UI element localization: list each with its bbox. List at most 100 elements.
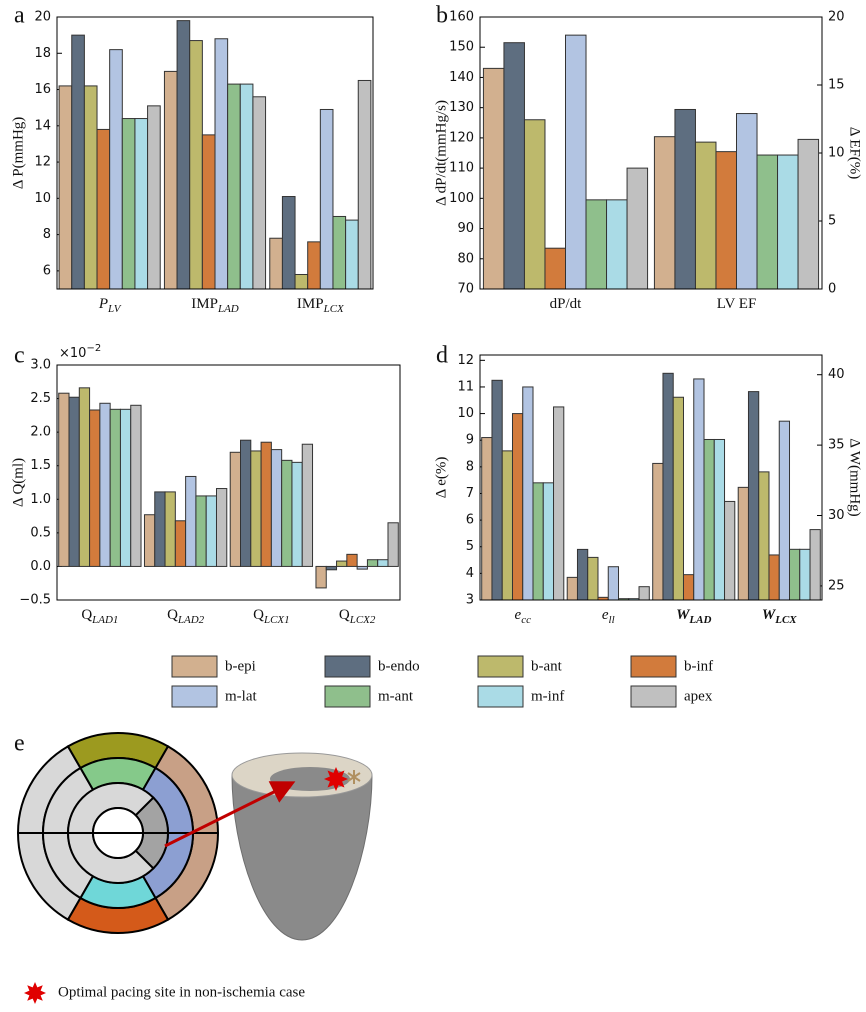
x-tick-label: QLAD1 — [81, 607, 118, 625]
x-tick-label: QLCX1 — [253, 607, 290, 625]
bar — [119, 408, 132, 567]
x-tick-label: PLV — [98, 296, 122, 314]
y-tick-label: 12 — [457, 353, 474, 368]
bar — [566, 576, 578, 601]
bar — [336, 560, 348, 567]
bar — [281, 196, 296, 290]
arrow — [164, 781, 296, 848]
x-tick-label: IMPLCX — [297, 296, 345, 314]
bar — [576, 548, 589, 601]
y-tick-label: 130 — [449, 100, 474, 115]
bar — [250, 450, 262, 567]
bar — [68, 396, 80, 567]
bar — [58, 392, 70, 567]
bar — [294, 273, 309, 290]
bar — [747, 391, 760, 601]
bar — [565, 34, 587, 290]
bar — [523, 119, 546, 290]
y-tick-label: 20 — [34, 10, 51, 25]
bar — [799, 548, 811, 601]
bar — [693, 378, 705, 601]
bar — [809, 529, 821, 601]
legend-label: b-endo — [378, 658, 420, 674]
bar — [83, 85, 98, 290]
category-name: W — [762, 607, 777, 623]
bar — [291, 461, 303, 567]
bar — [96, 128, 111, 290]
bar — [638, 586, 650, 601]
y-tick-label: 2.0 — [30, 425, 51, 440]
legend-swatch — [630, 685, 677, 708]
bar — [481, 437, 493, 601]
bar — [544, 247, 566, 290]
category-name: LV EF — [717, 296, 757, 312]
bar — [366, 559, 379, 567]
bar — [260, 441, 272, 567]
category-subscript: LV — [107, 303, 122, 315]
bar — [307, 241, 321, 290]
y-tick-label: 30 — [828, 508, 845, 523]
bar — [319, 108, 334, 290]
bar — [736, 113, 758, 290]
bar — [756, 154, 779, 290]
legend-label: b-inf — [684, 658, 713, 674]
category-name: IMP — [297, 296, 324, 312]
bar — [229, 451, 242, 567]
bar — [377, 559, 389, 567]
y-tick-label: 5 — [466, 539, 474, 554]
x-tick-label: QLCX2 — [339, 607, 376, 625]
legend-swatch — [171, 685, 218, 708]
y-tick-label: 10 — [34, 191, 51, 206]
x-tick-label: ell — [602, 607, 615, 625]
legend-swatch — [324, 685, 371, 708]
y-axis-label: Δ dP/dt(mmHg/s) — [433, 100, 449, 206]
category-subscript: LCX1 — [263, 614, 290, 626]
category-subscript: LCX — [323, 303, 345, 315]
bar — [174, 520, 187, 567]
bar — [652, 462, 664, 601]
y-tick-label: 18 — [34, 46, 51, 61]
bar — [585, 199, 608, 290]
category-name: Q — [81, 607, 92, 623]
scale-exponent: −2 — [86, 343, 101, 354]
y-tick-label: 3 — [466, 593, 474, 608]
y-tick-label: 140 — [449, 70, 474, 85]
y-tick-label: 9 — [466, 433, 474, 448]
y-tick-label: 1.0 — [30, 492, 51, 507]
bar — [130, 404, 142, 567]
asterisk — [347, 770, 361, 784]
bar — [163, 70, 178, 290]
y-tick-label: 90 — [457, 221, 474, 236]
category-name: dP/dt — [550, 296, 583, 312]
legend-swatch — [324, 655, 371, 678]
bar — [325, 565, 338, 571]
bar — [71, 34, 85, 290]
bar — [195, 495, 207, 567]
y2-axis-label: Δ EF(%) — [847, 127, 863, 180]
bar — [715, 151, 737, 290]
y-tick-label: 40 — [828, 367, 845, 382]
y-tick-label: 3.0 — [30, 358, 51, 373]
bar — [511, 413, 524, 601]
bar — [164, 491, 176, 567]
y-axis-label: Δ P(mmHg) — [10, 117, 26, 190]
x-tick-label: WLAD — [676, 607, 711, 625]
y-tick-label: 6 — [43, 263, 51, 278]
bar — [185, 475, 197, 567]
bar — [147, 105, 161, 290]
bar — [215, 488, 228, 567]
bar — [154, 491, 166, 567]
y-tick-label: 7 — [466, 486, 474, 501]
bar — [522, 386, 534, 601]
y-tick-label: 6 — [466, 513, 474, 528]
bar — [315, 565, 327, 589]
bar — [713, 438, 726, 601]
y-tick-label: 0.5 — [30, 525, 51, 540]
bar — [121, 118, 136, 290]
y-tick-label: 160 — [449, 10, 474, 25]
bar — [346, 553, 358, 567]
bar — [89, 409, 101, 567]
bar — [682, 574, 695, 601]
legend-swatch — [630, 655, 677, 678]
scale-base: ×10 — [59, 346, 86, 361]
